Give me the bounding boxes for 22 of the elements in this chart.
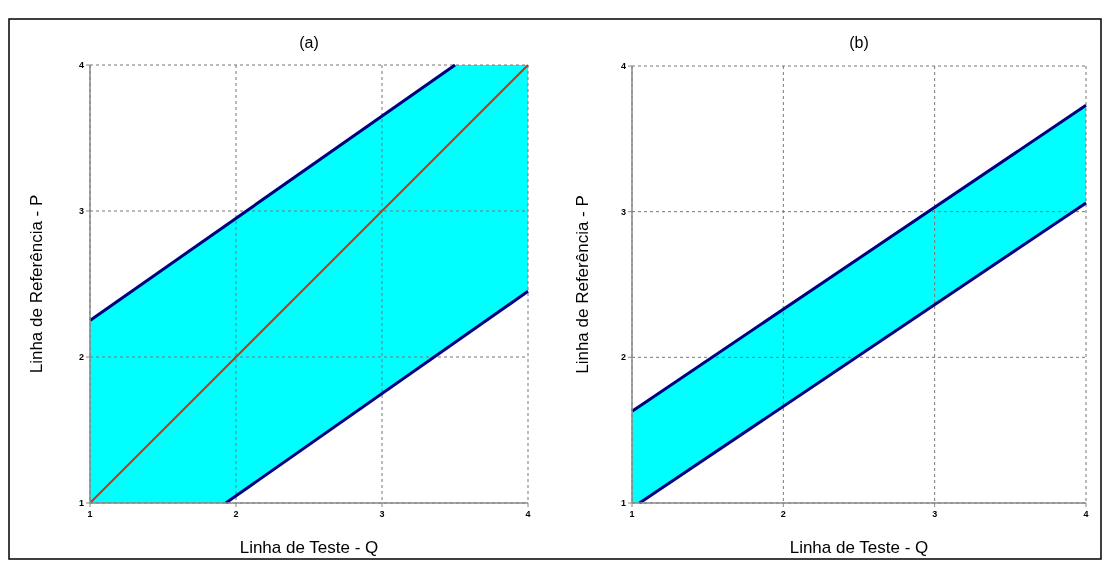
x-axis-title: Linha de Teste - Q	[789, 538, 929, 557]
x-tick-label: 2	[780, 509, 786, 519]
y-tick-label: 1	[620, 498, 626, 508]
chart-title: (b)	[849, 34, 869, 51]
y-tick-label: 3	[78, 206, 84, 216]
x-tick-label: 1	[87, 509, 93, 519]
y-tick-label: 2	[78, 352, 84, 362]
y-tick-label: 2	[620, 352, 626, 363]
x-tick-label: 1	[629, 509, 635, 519]
y-axis-title: Linha de Referência - P	[573, 195, 592, 374]
x-tick-label: 4	[525, 509, 531, 519]
y-tick-label: 4	[620, 61, 626, 71]
x-tick-label: 3	[932, 509, 938, 519]
x-tick-label: 4	[1083, 509, 1089, 519]
y-tick-label: 3	[620, 206, 626, 217]
x-axis-title: Linha de Teste - Q	[239, 538, 379, 557]
y-tick-label: 4	[78, 60, 84, 70]
x-tick-label: 2	[233, 509, 239, 519]
y-tick-label: 1	[78, 498, 84, 508]
y-axis-title: Linha de Referência - P	[27, 194, 46, 374]
x-tick-label: 3	[379, 509, 385, 519]
chart-title: (a)	[299, 34, 319, 51]
